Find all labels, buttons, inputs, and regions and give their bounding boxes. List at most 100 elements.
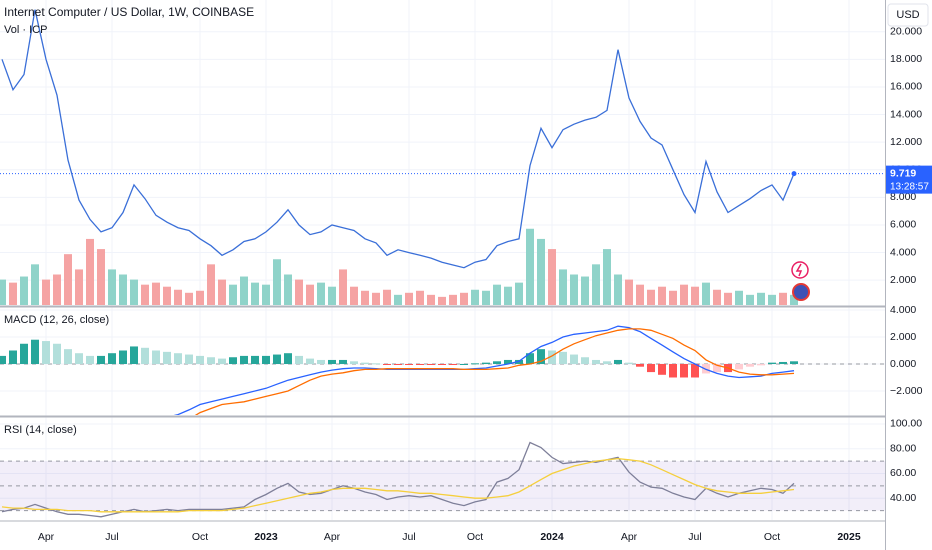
- histogram-bar: [295, 355, 303, 364]
- histogram-bar: [251, 355, 259, 364]
- histogram-bar: [240, 355, 248, 364]
- y-tick-label: 20.000: [890, 26, 922, 38]
- volume-bar: [86, 238, 94, 305]
- currency-button[interactable]: [887, 3, 929, 27]
- histogram-bar: [141, 347, 149, 364]
- y-tick-label: 18.000: [890, 53, 922, 65]
- rsi-title: RSI (14, close): [4, 424, 77, 436]
- histogram-bar: [471, 363, 479, 365]
- histogram-bar: [97, 355, 105, 364]
- volume-bar: [229, 284, 237, 305]
- volume-bar: [614, 274, 622, 305]
- dividend-icon[interactable]: [792, 283, 810, 301]
- histogram-bar: [42, 341, 50, 364]
- volume-bar: [372, 292, 380, 305]
- volume-bar: [493, 284, 501, 305]
- histogram-bar: [108, 353, 116, 364]
- volume-bar: [0, 279, 6, 305]
- volume-bar: [240, 276, 248, 305]
- histogram-bar: [438, 363, 446, 365]
- volume-bar: [174, 289, 182, 305]
- y-tick-label: 8.000: [890, 191, 916, 203]
- volume-label: Vol · ICP: [4, 24, 47, 36]
- histogram-bar: [361, 362, 369, 364]
- currency[interactable]: USD: [896, 9, 919, 21]
- series-line: [1, 457, 795, 513]
- series-line: [1, 441, 795, 518]
- volume-bar: [669, 290, 677, 305]
- volume-bar: [559, 269, 567, 305]
- histogram-bar: [680, 363, 688, 378]
- volume-bar: [284, 274, 292, 305]
- histogram-bar: [515, 359, 523, 364]
- volume-bar: [196, 290, 204, 305]
- y-tick-label: 2.000: [890, 331, 916, 343]
- x-tick-label: Oct: [764, 531, 780, 543]
- histogram-bar: [394, 363, 402, 365]
- volume-bar: [394, 294, 402, 305]
- volume-bar: [757, 292, 765, 305]
- volume-bar: [603, 249, 611, 305]
- volume-bar: [713, 289, 721, 305]
- volume-bar: [152, 282, 160, 305]
- volume-bar: [350, 286, 358, 305]
- histogram-bar: [152, 350, 160, 364]
- volume-bar: [570, 274, 578, 305]
- histogram-bar: [229, 357, 237, 364]
- y-tick-label: 4.000: [890, 304, 916, 316]
- histogram-bar: [284, 353, 292, 364]
- volume-bar: [702, 282, 710, 305]
- histogram-bar: [372, 363, 380, 365]
- last-price-tag: [886, 165, 932, 194]
- histogram-bar: [317, 359, 325, 364]
- histogram-bar: [86, 355, 94, 364]
- y-tick-label: 16.000: [890, 81, 922, 93]
- volume-bar: [75, 269, 83, 305]
- histogram-bar: [790, 361, 798, 364]
- histogram-bar: [163, 351, 171, 364]
- x-tick-label: 2023: [254, 531, 278, 543]
- histogram-bar: [460, 363, 468, 365]
- volume-bar: [658, 286, 666, 305]
- histogram-bar: [757, 363, 765, 366]
- x-tick-label: Apr: [38, 531, 55, 543]
- event-icon[interactable]: [791, 261, 809, 279]
- volume-bar: [746, 294, 754, 305]
- histogram-bar: [691, 363, 699, 378]
- marks: [0, 9, 885, 518]
- histogram-bar: [504, 359, 512, 364]
- volume-bar: [581, 276, 589, 305]
- volume-bar: [9, 282, 17, 305]
- y-tick-label: 6.000: [890, 219, 916, 231]
- histogram-bar: [779, 361, 787, 364]
- countdown: 13:28:57: [890, 181, 929, 192]
- volume-bar: [724, 292, 732, 305]
- histogram-bar: [20, 343, 28, 364]
- volume-bar: [328, 286, 336, 305]
- volume-bar: [592, 264, 600, 305]
- histogram-bar: [196, 355, 204, 364]
- series-line: [173, 325, 795, 415]
- histogram-bar: [306, 358, 314, 364]
- volume-bar: [471, 289, 479, 305]
- volume-bar: [636, 284, 644, 305]
- volume-bar: [482, 290, 490, 305]
- volume-bar: [405, 292, 413, 305]
- histogram-bar: [526, 353, 534, 364]
- volume-bar: [42, 279, 50, 305]
- volume-bar: [108, 269, 116, 305]
- histogram-bar: [493, 361, 501, 364]
- histogram-bar: [647, 363, 655, 373]
- volume-bar: [185, 292, 193, 305]
- volume-bar: [779, 292, 787, 305]
- volume-bar: [163, 286, 171, 305]
- histogram-bar: [581, 357, 589, 364]
- y-tick-label: 0.000: [890, 358, 916, 370]
- volume-bar: [262, 284, 270, 305]
- volume-bar: [317, 282, 325, 305]
- histogram-bar: [130, 346, 138, 364]
- price-axis: [885, 0, 932, 550]
- volume-bar: [416, 290, 424, 305]
- volume-bar: [548, 249, 556, 305]
- volume-bar: [306, 284, 314, 305]
